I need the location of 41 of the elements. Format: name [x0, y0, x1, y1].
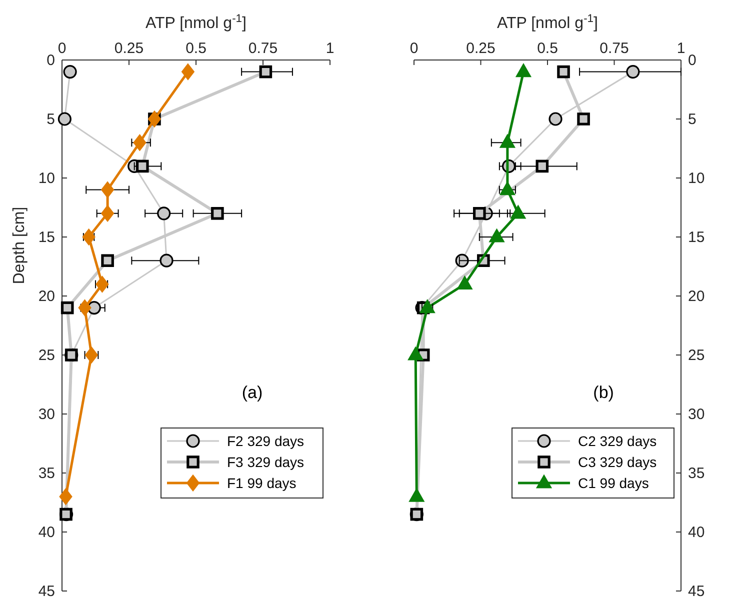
legend-label: C1 99 days — [578, 475, 649, 491]
y2-tick-label: 20 — [688, 288, 705, 305]
y2-tick-label: 45 — [688, 583, 705, 599]
y2-tick-label: 35 — [688, 465, 705, 482]
x-axis-title: ATP [nmol g$^{-1}$] — [497, 13, 598, 32]
y-tick-label: 10 — [38, 170, 55, 187]
legend-label: F2 329 days — [227, 433, 304, 449]
y2-tick-label: 5 — [688, 111, 696, 128]
y-tick-label: 45 — [38, 583, 55, 599]
x-tick-label: 1 — [326, 40, 334, 57]
annotation: (a) — [242, 383, 263, 402]
y-tick-label: 30 — [38, 406, 55, 423]
y2-tick-label: 30 — [688, 406, 705, 423]
legend-label: C3 329 days — [578, 454, 657, 470]
x-tick-label: 0 — [410, 40, 418, 57]
y-tick-label: 0 — [46, 52, 55, 69]
x-tick-label: 0.5 — [186, 40, 206, 57]
x-tick-label: 0 — [58, 40, 66, 57]
legend-label: F1 99 days — [227, 475, 296, 491]
annotation: (b) — [593, 383, 614, 402]
y2-tick-label: 25 — [688, 347, 705, 364]
y2-tick-label: 40 — [688, 524, 705, 541]
y-tick-label: 40 — [38, 524, 55, 541]
y-axis-title: Depth [cm] — [11, 206, 28, 284]
x-tick-label: 0.25 — [466, 40, 496, 57]
y-tick-label: 35 — [38, 465, 55, 482]
y2-tick-label: 15 — [688, 229, 705, 246]
x-tick-label: 0.5 — [537, 40, 558, 57]
legend-label: C2 329 days — [578, 433, 657, 449]
x-tick-label: 0.75 — [248, 40, 278, 57]
legend-label: F3 329 days — [227, 454, 304, 470]
y2-tick-label: 0 — [688, 52, 696, 69]
x-axis-title: ATP [nmol g$^{-1}$] — [146, 13, 246, 32]
y-tick-label: 25 — [38, 347, 55, 364]
y-tick-label: 15 — [38, 229, 55, 246]
y-tick-label: 20 — [38, 288, 55, 305]
y2-tick-label: 10 — [688, 170, 705, 187]
y-tick-label: 5 — [46, 111, 55, 128]
x-tick-label: 1 — [676, 40, 686, 57]
x-tick-label: 0.75 — [600, 40, 629, 57]
x-tick-label: 0.25 — [114, 40, 144, 57]
